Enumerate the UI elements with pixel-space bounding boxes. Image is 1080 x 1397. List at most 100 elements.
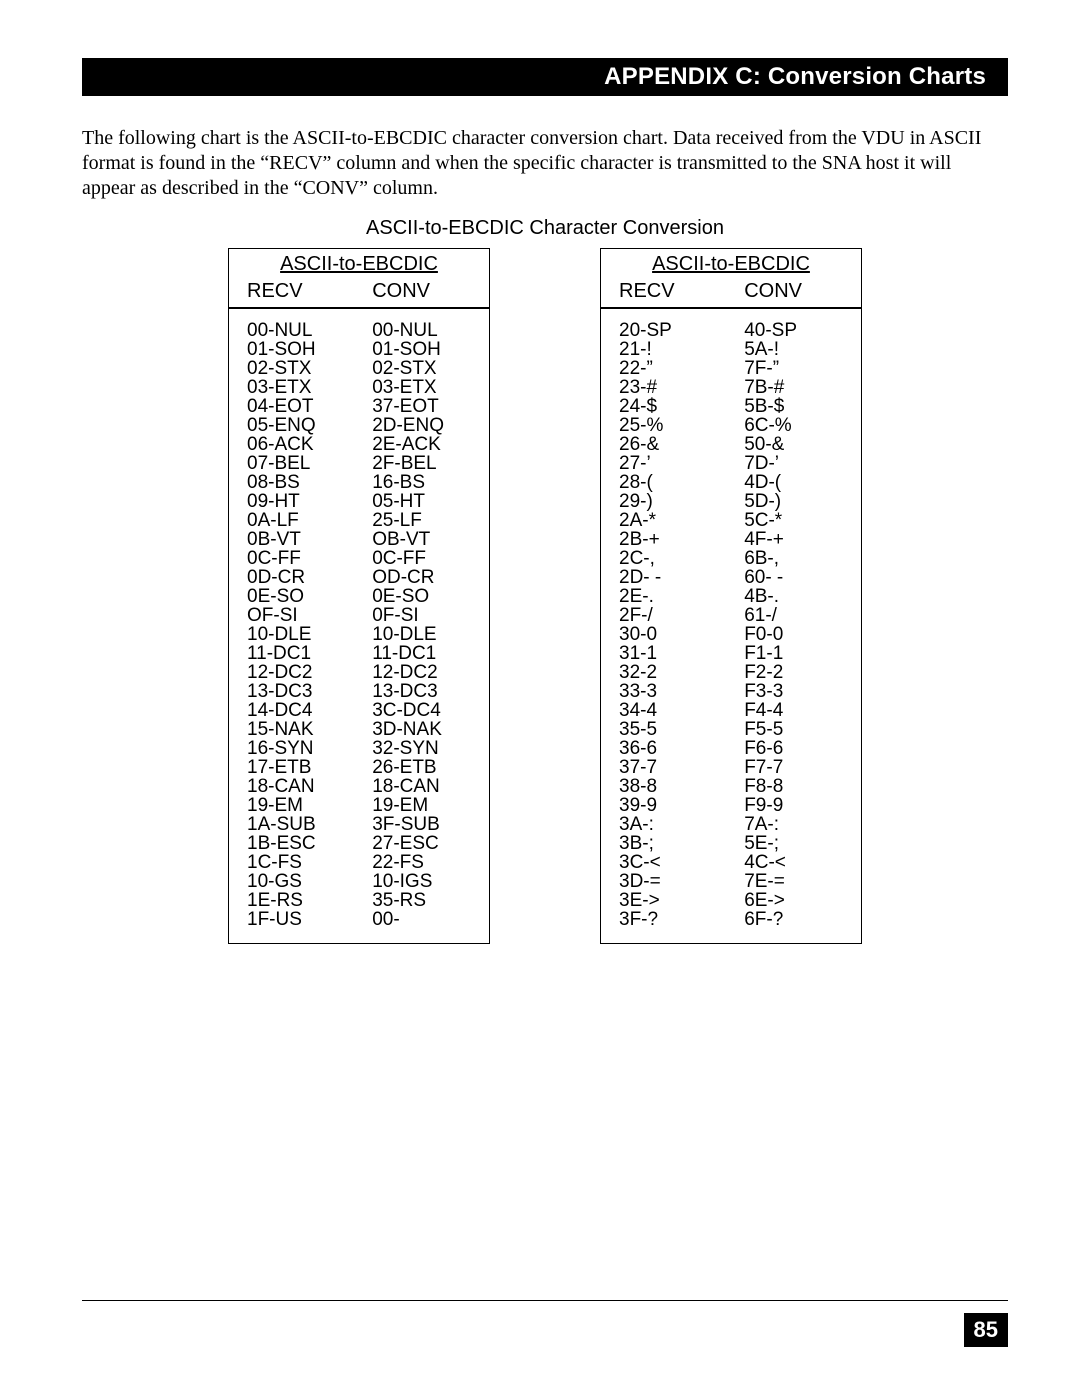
left-table-body: 00-NUL00-NUL01-SOH01-SOH02-STX02-STX03-E… xyxy=(229,309,489,943)
table-row: 3C-<4C-< xyxy=(601,853,861,872)
cell-conv: 26-ETB xyxy=(364,758,489,777)
page-number: 85 xyxy=(964,1313,1008,1347)
footer-rule xyxy=(82,1300,1008,1301)
cell-conv: 01-SOH xyxy=(364,340,489,359)
cell-conv: 2F-BEL xyxy=(364,454,489,473)
cell-recv: 14-DC4 xyxy=(229,701,364,720)
cell-conv: 7F-” xyxy=(736,359,861,378)
cell-recv: 08-BS xyxy=(229,473,364,492)
table-row: 30-0F0-0 xyxy=(601,625,861,644)
table-row: 32-2F2-2 xyxy=(601,663,861,682)
cell-conv: 02-STX xyxy=(364,359,489,378)
cell-conv: 13-DC3 xyxy=(364,682,489,701)
cell-conv: 3F-SUB xyxy=(364,815,489,834)
cell-recv: 18-CAN xyxy=(229,777,364,796)
table-row: 26-&50-& xyxy=(601,435,861,454)
cell-recv: 34-4 xyxy=(601,701,736,720)
cell-recv: 07-BEL xyxy=(229,454,364,473)
cell-conv: 19-EM xyxy=(364,796,489,815)
cell-conv: F8-8 xyxy=(736,777,861,796)
cell-conv: 37-EOT xyxy=(364,397,489,416)
cell-recv: 29-) xyxy=(601,492,736,511)
cell-recv: 2D- - xyxy=(601,568,736,587)
right-table: ASCII-to-EBCDIC RECV CONV 20-SP40-SP21-!… xyxy=(600,248,862,944)
cell-recv: 10-DLE xyxy=(229,625,364,644)
cell-conv: 00-NUL xyxy=(364,321,489,340)
table-header-label: ASCII-to-EBCDIC xyxy=(280,253,438,275)
table-row: 11-DC111-DC1 xyxy=(229,644,489,663)
table-row: 33-3F3-3 xyxy=(601,682,861,701)
cell-conv: 6C-% xyxy=(736,416,861,435)
cell-recv: 3A-: xyxy=(601,815,736,834)
left-table-header: ASCII-to-EBCDIC xyxy=(229,249,489,278)
table-row: 13-DC313-DC3 xyxy=(229,682,489,701)
cell-recv: 32-2 xyxy=(601,663,736,682)
cell-conv: 5C-* xyxy=(736,511,861,530)
cell-conv: 3C-DC4 xyxy=(364,701,489,720)
table-row: 0E-SO0E-SO xyxy=(229,587,489,606)
cell-conv: 3D-NAK xyxy=(364,720,489,739)
cell-recv: 05-ENQ xyxy=(229,416,364,435)
cell-recv: 35-5 xyxy=(601,720,736,739)
cell-conv: F2-2 xyxy=(736,663,861,682)
cell-conv: 12-DC2 xyxy=(364,663,489,682)
cell-recv: 31-1 xyxy=(601,644,736,663)
table-row: 37-7F7-7 xyxy=(601,758,861,777)
cell-conv: 4C-< xyxy=(736,853,861,872)
cell-conv: 10-IGS xyxy=(364,872,489,891)
table-row: 0C-FF0C-FF xyxy=(229,549,489,568)
table-row: 19-EM19-EM xyxy=(229,796,489,815)
cell-conv: 0C-FF xyxy=(364,549,489,568)
table-row: 2E-.4B-. xyxy=(601,587,861,606)
table-row: 2B-+4F-+ xyxy=(601,530,861,549)
cell-recv: 04-EOT xyxy=(229,397,364,416)
cell-recv: 15-NAK xyxy=(229,720,364,739)
cell-conv: 5D-) xyxy=(736,492,861,511)
left-table: ASCII-to-EBCDIC RECV CONV 00-NUL00-NUL01… xyxy=(228,248,490,944)
cell-recv: 2A-* xyxy=(601,511,736,530)
cell-conv: F3-3 xyxy=(736,682,861,701)
right-table-header: ASCII-to-EBCDIC xyxy=(601,249,861,278)
table-row: 0B-VTOB-VT xyxy=(229,530,489,549)
table-row: 39-9F9-9 xyxy=(601,796,861,815)
table-row: 12-DC212-DC2 xyxy=(229,663,489,682)
cell-conv: F1-1 xyxy=(736,644,861,663)
cell-recv: 30-0 xyxy=(601,625,736,644)
cell-conv: 27-ESC xyxy=(364,834,489,853)
cell-recv: 24-$ xyxy=(601,397,736,416)
cell-recv: 2B-+ xyxy=(601,530,736,549)
table-row: 17-ETB26-ETB xyxy=(229,758,489,777)
cell-recv: 0D-CR xyxy=(229,568,364,587)
table-row: 14-DC43C-DC4 xyxy=(229,701,489,720)
table-row: 1B-ESC27-ESC xyxy=(229,834,489,853)
cell-recv: 12-DC2 xyxy=(229,663,364,682)
cell-recv: 39-9 xyxy=(601,796,736,815)
table-row: 24-$5B-$ xyxy=(601,397,861,416)
table-row: 2D- -60- - xyxy=(601,568,861,587)
cell-conv: 6B-, xyxy=(736,549,861,568)
cell-recv: 25-% xyxy=(601,416,736,435)
right-table-body: 20-SP40-SP21-!5A-!22-”7F-”23-#7B-#24-$5B… xyxy=(601,309,861,943)
col-header-recv: RECV xyxy=(601,280,736,303)
table-row: 29-)5D-) xyxy=(601,492,861,511)
cell-recv: 2E-. xyxy=(601,587,736,606)
tables-row: ASCII-to-EBCDIC RECV CONV 00-NUL00-NUL01… xyxy=(82,248,1008,944)
cell-conv: 0E-SO xyxy=(364,587,489,606)
cell-conv: 5E-; xyxy=(736,834,861,853)
table-row: 1E-RS35-RS xyxy=(229,891,489,910)
cell-conv: 11-DC1 xyxy=(364,644,489,663)
table-row: 05-ENQ2D-ENQ xyxy=(229,416,489,435)
table-row: 10-DLE10-DLE xyxy=(229,625,489,644)
table-row: 3B-;5E-; xyxy=(601,834,861,853)
cell-conv: F0-0 xyxy=(736,625,861,644)
cell-recv: 03-ETX xyxy=(229,378,364,397)
cell-recv: 3E-> xyxy=(601,891,736,910)
cell-recv: 28-( xyxy=(601,473,736,492)
cell-recv: 1B-ESC xyxy=(229,834,364,853)
cell-recv: 09-HT xyxy=(229,492,364,511)
cell-recv: 06-ACK xyxy=(229,435,364,454)
table-row: 2C-,6B-, xyxy=(601,549,861,568)
table-row: 08-BS16-BS xyxy=(229,473,489,492)
cell-conv: 40-SP xyxy=(736,321,861,340)
cell-recv: 02-STX xyxy=(229,359,364,378)
